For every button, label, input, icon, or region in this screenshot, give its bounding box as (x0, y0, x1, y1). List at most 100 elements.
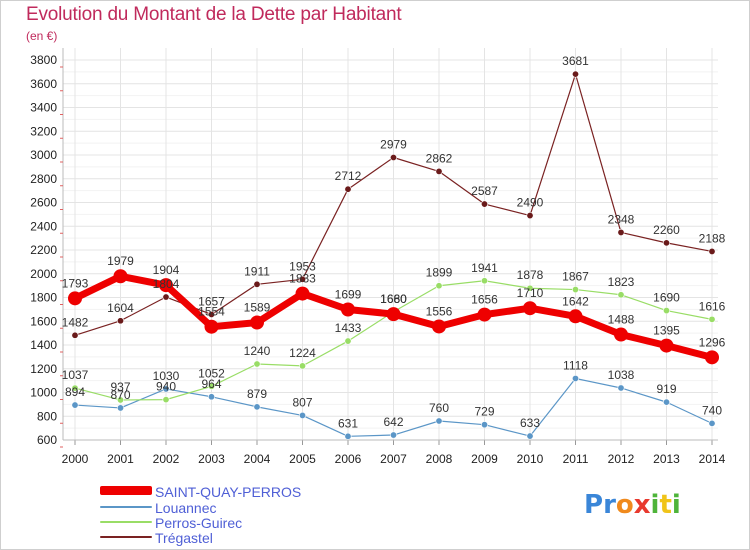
data-label: 740 (702, 403, 722, 417)
data-label: 1979 (107, 254, 134, 268)
data-point (662, 307, 670, 315)
y-tick-label: 1600 (30, 314, 57, 328)
data-point (432, 319, 446, 334)
data-point (208, 382, 216, 390)
y-tick-label: 2000 (30, 267, 57, 281)
data-point (477, 307, 492, 322)
y-tick-label: 800 (37, 409, 57, 423)
data-point (253, 403, 261, 411)
data-point (389, 431, 397, 439)
data-label: 2862 (426, 151, 453, 165)
logo-letter: i (650, 490, 660, 520)
data-label: 1616 (699, 299, 726, 313)
x-tick-label: 2010 (517, 452, 544, 466)
data-point (480, 200, 488, 208)
data-point (71, 331, 79, 339)
data-label: 1660 (380, 292, 407, 306)
y-tick-label: 1200 (30, 362, 57, 376)
data-point (253, 280, 261, 288)
data-point (617, 228, 625, 236)
data-point (68, 291, 82, 306)
data-point (708, 419, 716, 427)
y-tick-label: 3800 (30, 53, 57, 67)
legend-label: Perros-Guirec (155, 515, 243, 531)
data-label: 937 (110, 380, 130, 394)
data-label: 1899 (426, 266, 453, 280)
data-label: 1052 (198, 366, 225, 380)
data-label: 1804 (153, 277, 180, 291)
data-label: 919 (656, 382, 676, 396)
data-label: 1642 (562, 294, 589, 308)
chart-title: Evolution du Montant de la Dette par Hab… (26, 4, 402, 25)
data-point (659, 338, 674, 353)
data-label: 1656 (471, 293, 498, 307)
data-label: 807 (292, 395, 312, 409)
x-tick-label: 2014 (699, 452, 726, 466)
data-label: 1690 (653, 291, 680, 305)
data-label: 1488 (608, 313, 635, 327)
logo-letter: r (603, 490, 616, 520)
x-tick-label: 2002 (153, 452, 180, 466)
data-point (117, 396, 125, 404)
data-label: 1589 (244, 301, 271, 315)
data-label: 879 (247, 387, 267, 401)
data-point (162, 396, 170, 404)
data-label: 642 (383, 415, 403, 429)
y-tick-label: 2200 (30, 243, 57, 257)
data-label: 2712 (335, 169, 362, 183)
data-label: 1823 (608, 275, 635, 289)
data-point (162, 293, 170, 301)
data-label: 1710 (517, 286, 544, 300)
data-point (708, 315, 716, 323)
data-label: 1699 (335, 287, 362, 301)
data-point (523, 301, 537, 316)
data-point (526, 212, 534, 220)
data-point (662, 398, 670, 406)
legend-item-louannec: Louannec (100, 500, 420, 517)
data-label: 3681 (562, 54, 589, 68)
data-point (344, 185, 352, 193)
y-tick-label: 3200 (30, 124, 57, 138)
line-chart: 600 800 1000 1200 1400 1600 1800 2000 2200 2400 26… (30, 48, 726, 466)
data-point (71, 401, 79, 409)
data-point (298, 275, 306, 283)
data-label: 2490 (517, 196, 544, 210)
data-label: 1118 (563, 358, 588, 372)
data-point (253, 360, 261, 368)
x-tick-label: 2000 (62, 452, 89, 466)
y-tick-label: 3000 (30, 148, 57, 162)
data-label: 894 (65, 385, 85, 399)
data-label: 1680 (380, 292, 407, 306)
data-label: 964 (201, 377, 221, 391)
data-label: 1030 (153, 369, 180, 383)
logo-letter: i (671, 490, 681, 520)
data-label: 633 (520, 416, 540, 430)
legend-label: SAINT-QUAY-PERROS (155, 484, 302, 500)
legend-swatch (100, 536, 152, 538)
data-point (295, 286, 310, 301)
data-label: 1556 (426, 304, 453, 318)
data-point (480, 277, 488, 285)
legend-item-saint-quay-perros: SAINT-QUAY-PERROS (100, 484, 420, 501)
x-tick-label: 2003 (198, 452, 225, 466)
legend-swatch (100, 506, 152, 508)
data-point (386, 307, 401, 322)
data-point (662, 239, 670, 247)
data-point (159, 278, 173, 293)
x-tick-label: 2001 (107, 452, 134, 466)
data-point (571, 374, 579, 382)
data-point (526, 284, 534, 292)
data-point (571, 286, 579, 294)
data-point (614, 327, 628, 342)
data-label: 1953 (289, 259, 316, 273)
data-point (117, 317, 125, 325)
x-tick-label: 2006 (335, 452, 362, 466)
data-point (435, 282, 443, 290)
data-label: 1911 (244, 264, 270, 278)
data-label: 1296 (699, 335, 726, 349)
x-tick-label: 2007 (380, 452, 407, 466)
data-point (162, 385, 170, 393)
data-label: 2587 (471, 184, 498, 198)
data-label: 2979 (380, 137, 407, 151)
y-tick-label: 600 (37, 433, 57, 447)
